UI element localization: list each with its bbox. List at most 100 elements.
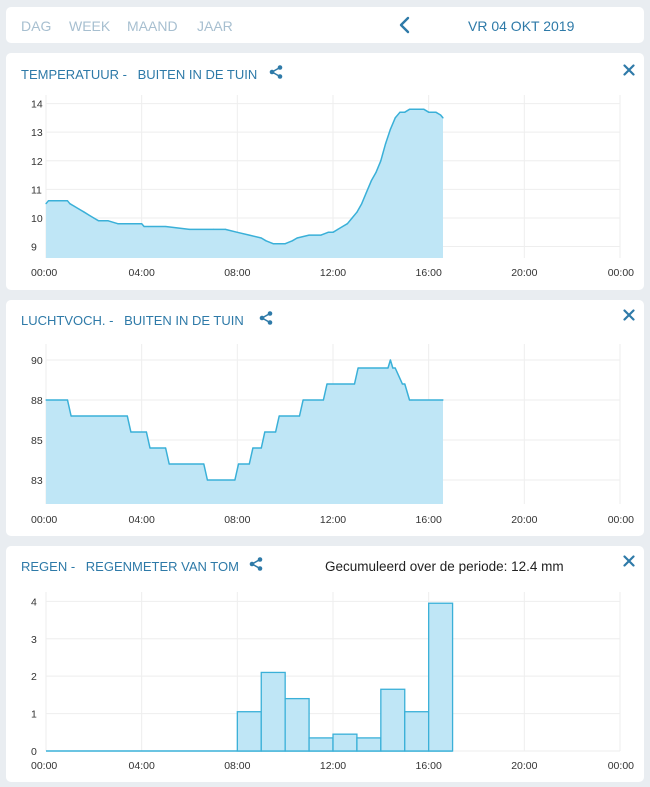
data-point — [413, 108, 415, 110]
data-point — [291, 240, 293, 242]
data-point — [385, 143, 387, 145]
data-point — [442, 117, 444, 119]
close-icon[interactable] — [623, 309, 635, 321]
data-point — [389, 128, 391, 130]
y-tick-label: 90 — [31, 355, 43, 367]
x-tick-label: 00:00 — [31, 267, 57, 279]
sensor-label: REGENMETER VAN TOM — [85, 559, 239, 574]
x-tick-label: 00:00 — [608, 514, 634, 526]
sensor-label: BUITEN IN DE TUIN — [137, 67, 258, 82]
y-tick-label: 1 — [31, 709, 37, 721]
sensor-label: BUITEN IN DE TUIN — [124, 313, 244, 328]
temperature-panel: TEMPERATUUR - BUITEN IN DE TUIN 00:00 04:… — [6, 53, 644, 290]
data-point — [327, 231, 329, 233]
data-point — [126, 415, 128, 417]
y-tick-label: 10 — [31, 213, 43, 225]
date-label: VR 04 OKT 2019 — [468, 18, 575, 34]
data-point — [47, 200, 49, 202]
data-point — [234, 479, 236, 481]
data-point — [392, 367, 394, 369]
rain-panel: REGEN - REGENMETER VAN TOM Gecumuleerd o… — [6, 546, 644, 782]
x-tick-label: 08:00 — [224, 514, 250, 526]
data-point — [265, 240, 267, 242]
bar — [332, 733, 358, 752]
data-point — [423, 108, 425, 110]
data-point — [387, 367, 389, 369]
data-point — [149, 447, 151, 449]
y-tick-label: 14 — [31, 99, 43, 111]
y-tick-label: 3 — [31, 634, 37, 646]
metric-label: LUCHTVOCH. - — [21, 313, 114, 328]
bar — [356, 737, 382, 752]
data-point — [143, 225, 145, 228]
data-point — [66, 399, 69, 401]
data-point — [351, 217, 353, 219]
data-point — [260, 237, 262, 239]
x-tick-label: 12:00 — [320, 760, 346, 772]
tab-week[interactable]: WEEK — [69, 18, 111, 34]
data-point — [237, 463, 240, 465]
data-point — [284, 243, 286, 245]
data-point — [394, 367, 396, 369]
data-point — [168, 463, 170, 465]
period-bar: DAG WEEK MAAND JAAR VR 04 OKT 2019 — [6, 7, 644, 43]
data-point — [356, 211, 358, 213]
share-icon[interactable] — [259, 311, 273, 325]
x-tick-label: 00:00 — [31, 760, 57, 772]
data-point — [130, 431, 132, 433]
data-point — [370, 180, 372, 182]
y-tick-label: 13 — [31, 127, 43, 139]
data-point — [69, 203, 71, 205]
panel-title: REGEN - REGENMETER VAN TOM — [21, 559, 239, 574]
close-icon[interactable] — [623, 555, 635, 567]
humidity-panel: LUCHTVOCH. - BUITEN IN DE TUIN 00:00 04:0… — [6, 300, 644, 536]
data-point — [404, 383, 406, 385]
data-point — [440, 114, 442, 116]
rain-chart: 00:00 04:00 08:00 12:00 16:00 20:00 00:00 0 1 2 3 4 — [31, 592, 634, 772]
y-tick-label: 83 — [31, 475, 43, 487]
data-point — [357, 367, 359, 369]
data-point — [428, 111, 430, 113]
bar — [428, 602, 454, 752]
data-point — [411, 399, 413, 401]
x-tick-label: 12:00 — [320, 514, 346, 526]
data-point — [394, 117, 396, 119]
data-point — [70, 415, 72, 417]
y-tick-label: 88 — [31, 395, 43, 407]
data-point — [272, 243, 274, 245]
data-point — [365, 191, 368, 193]
tab-maand[interactable]: MAAND — [127, 18, 178, 34]
data-point — [326, 383, 328, 385]
data-point — [52, 200, 54, 202]
x-tick-label: 08:00 — [224, 267, 250, 279]
data-point — [275, 431, 277, 433]
data-point — [353, 383, 356, 385]
data-point — [442, 399, 444, 401]
share-icon[interactable] — [269, 65, 283, 79]
data-point — [248, 234, 250, 236]
tab-dag[interactable]: DAG — [21, 18, 52, 34]
tab-jaar[interactable]: JAAR — [197, 18, 233, 34]
share-icon[interactable] — [249, 557, 263, 571]
data-point — [375, 171, 377, 173]
data-point — [337, 228, 339, 231]
y-tick-label: 0 — [31, 746, 37, 758]
x-tick-label: 04:00 — [129, 760, 155, 772]
x-tick-label: 08:00 — [224, 760, 250, 772]
data-point — [188, 228, 191, 231]
x-tick-label: 04:00 — [129, 267, 155, 279]
bar — [380, 688, 406, 752]
y-tick-label: 9 — [31, 242, 37, 254]
data-point — [408, 399, 411, 401]
humidity-chart: 00:00 04:00 08:00 12:00 16:00 20:00 00:00 83 85 8… — [31, 344, 634, 526]
data-point — [148, 225, 150, 228]
data-point — [224, 228, 226, 231]
data-point — [401, 383, 403, 385]
close-icon[interactable] — [623, 64, 635, 76]
series-line — [46, 359, 443, 481]
data-point — [50, 200, 52, 202]
x-tick-label: 20:00 — [511, 514, 537, 526]
chevron-left-icon[interactable] — [397, 16, 413, 34]
x-tick-label: 00:00 — [31, 514, 57, 526]
data-point — [164, 447, 167, 449]
